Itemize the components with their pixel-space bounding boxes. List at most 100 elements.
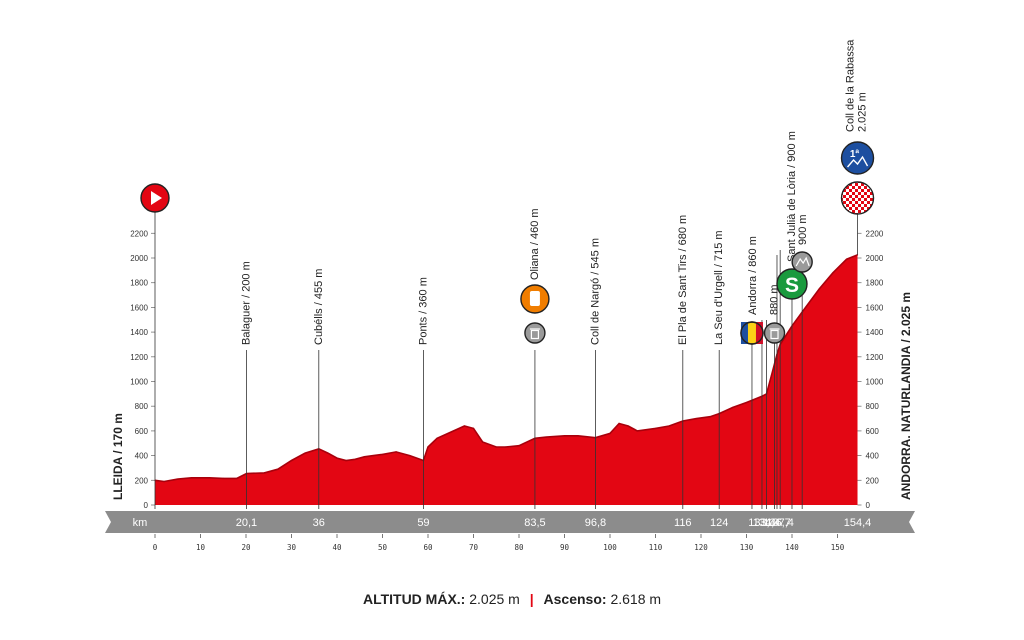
y-tick-label-left: 1800 bbox=[130, 279, 148, 288]
profile-point bbox=[732, 406, 734, 408]
profile-point bbox=[209, 477, 211, 479]
start-play-glyph bbox=[151, 191, 162, 205]
x-tick-label: 130 bbox=[740, 543, 754, 552]
profile-point bbox=[609, 432, 611, 434]
y-tick-label-right: 1000 bbox=[866, 378, 884, 387]
y-tick-label-left: 1000 bbox=[130, 378, 148, 387]
profile-point bbox=[336, 457, 338, 459]
y-tick-label-left: 0 bbox=[144, 501, 149, 510]
mountain-category: 1ª bbox=[850, 149, 860, 160]
km-marker-label: 133,4 bbox=[748, 517, 776, 529]
profile-point bbox=[645, 429, 648, 431]
y-tick-label-right: 1400 bbox=[866, 328, 884, 337]
y-tick-label-right: 1600 bbox=[866, 303, 884, 312]
y-tick-label-left: 800 bbox=[135, 402, 149, 411]
profile-point bbox=[236, 477, 238, 479]
profile-point bbox=[163, 480, 165, 483]
x-tick-label: 120 bbox=[694, 543, 708, 552]
waste-bin-body bbox=[530, 329, 540, 340]
profile-point bbox=[277, 468, 279, 470]
x-tick-label: 70 bbox=[469, 543, 479, 552]
profile-point bbox=[832, 272, 834, 274]
andorra-flag-blue bbox=[740, 322, 748, 344]
x-tick-label: 10 bbox=[196, 543, 206, 552]
profile-point bbox=[846, 258, 848, 260]
y-tick-label-right: 0 bbox=[866, 501, 871, 510]
waypoint-label: Coll de Nargó / 545 m bbox=[589, 238, 601, 345]
waypoint-label: Sant Julià de Lòria / 900 m bbox=[786, 131, 798, 262]
profile-point bbox=[770, 374, 773, 376]
waypoint-sublabel: 2.025 m bbox=[857, 92, 869, 132]
waypoint-label: Coll de la Rabassa bbox=[845, 39, 857, 132]
profile-point bbox=[577, 435, 579, 437]
km-marker-label: 20,1 bbox=[236, 517, 257, 529]
x-tick-label: 30 bbox=[287, 543, 297, 552]
x-tick-label: 0 bbox=[153, 543, 158, 552]
waypoint-label: 900 m bbox=[797, 214, 809, 245]
x-tick-label: 60 bbox=[423, 543, 433, 552]
sprint-letter: S bbox=[785, 274, 799, 297]
y-tick-label-left: 1200 bbox=[130, 353, 148, 362]
y-tick-label-right: 800 bbox=[866, 402, 880, 411]
km-marker-label: 36 bbox=[313, 517, 325, 529]
andorra-flag-red bbox=[755, 322, 763, 344]
profile-point bbox=[263, 472, 265, 474]
x-tick-label: 90 bbox=[560, 543, 570, 552]
x-tick-label: 110 bbox=[649, 543, 663, 552]
profile-point bbox=[345, 459, 347, 462]
y-tick-label-right: 600 bbox=[866, 427, 880, 436]
km-marker-label: 154,4 bbox=[844, 517, 872, 529]
profile-point bbox=[190, 477, 192, 479]
profile-point bbox=[518, 445, 520, 447]
profile-point bbox=[627, 425, 629, 427]
y-tick-label-right: 2000 bbox=[866, 254, 884, 263]
profile-point bbox=[654, 427, 657, 429]
finish-label: ANDORRA. NATURLANDIA / 2.025 m bbox=[899, 292, 913, 500]
profile-point bbox=[463, 425, 465, 427]
profile-point bbox=[695, 418, 698, 420]
profile-point bbox=[427, 446, 429, 448]
profile-point bbox=[805, 306, 807, 308]
profile-point bbox=[545, 436, 547, 438]
profile-point bbox=[450, 431, 452, 433]
ascent-value: 2.618 m bbox=[610, 591, 662, 607]
km-marker-label: 96,8 bbox=[585, 517, 606, 529]
x-tick-label: 50 bbox=[378, 543, 388, 552]
km-icon-glyph bbox=[795, 256, 810, 267]
profile-point bbox=[304, 452, 306, 454]
y-tick-label-left: 1600 bbox=[130, 303, 148, 312]
y-tick-label-left: 200 bbox=[135, 476, 149, 485]
max-altitude-value: 2.025 m bbox=[469, 591, 520, 607]
profile-point bbox=[222, 477, 224, 479]
profile-point bbox=[818, 288, 820, 290]
profile-point bbox=[668, 425, 670, 427]
max-altitude-label: ALTITUD MÁX.: bbox=[362, 591, 466, 607]
km-marker-label: 137,4 bbox=[766, 517, 794, 529]
waypoint-label: Cubélls / 455 m bbox=[313, 269, 325, 345]
profile-point bbox=[495, 446, 497, 448]
profile-point bbox=[409, 455, 411, 457]
profile-point bbox=[372, 455, 374, 457]
waste-bin-body bbox=[770, 329, 779, 340]
profile-point bbox=[395, 451, 397, 453]
y-tick-label-right: 1800 bbox=[866, 279, 884, 288]
x-tick-label: 140 bbox=[785, 543, 799, 552]
profile-point bbox=[354, 458, 356, 460]
start-label: LLEIDA / 170 m bbox=[111, 413, 125, 500]
km-marker-label: 124 bbox=[710, 517, 728, 529]
km-marker-label: 136,7 bbox=[763, 517, 791, 529]
stage-summary: ALTITUD MÁX.: 2.025 m | Ascenso: 2.618 m bbox=[0, 591, 1024, 607]
mountain-peaks-glyph bbox=[846, 155, 869, 168]
profile-point bbox=[327, 452, 329, 454]
km-marker-label: 134,4 bbox=[753, 517, 781, 529]
waypoint-label: Andorra / 860 m bbox=[747, 236, 759, 315]
waypoint-label: El Pla de Sant Tirs / 680 m bbox=[677, 215, 689, 345]
x-tick-label: 100 bbox=[603, 543, 617, 552]
summary-separator: | bbox=[529, 591, 534, 607]
finish-flag-icon bbox=[840, 181, 875, 215]
x-tick-label: 80 bbox=[514, 543, 524, 552]
waste-zone-icon bbox=[763, 322, 786, 344]
y-tick-label-left: 1400 bbox=[130, 328, 148, 337]
ascent-label: Ascenso: bbox=[543, 591, 607, 607]
